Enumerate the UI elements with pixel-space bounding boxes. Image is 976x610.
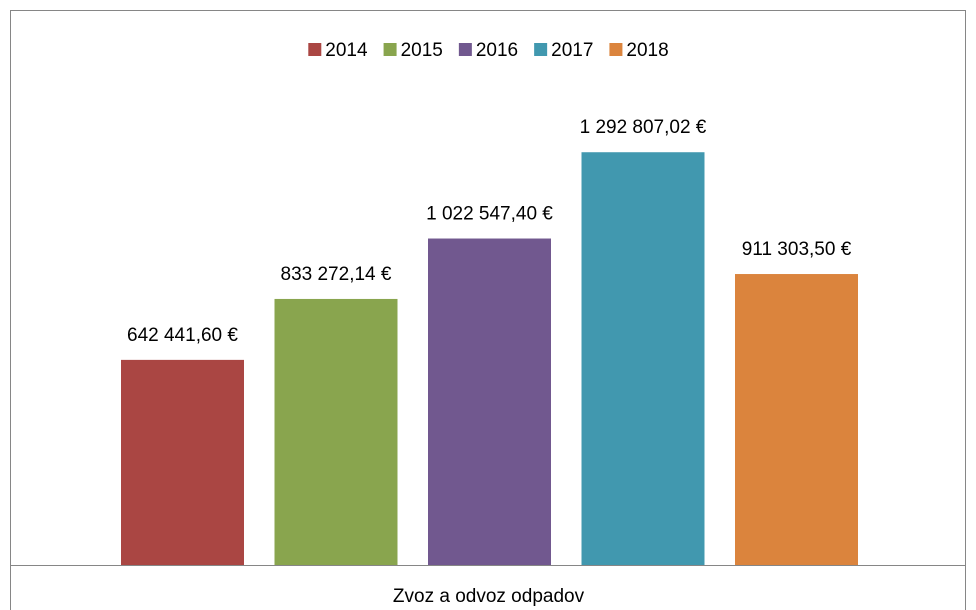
- data-label: 642 441,60 €: [127, 325, 238, 346]
- legend-label: 2018: [626, 40, 668, 61]
- legend-swatch: [308, 43, 322, 56]
- legend-swatch: [609, 43, 623, 56]
- bar: [274, 298, 398, 565]
- legend-label: 2017: [551, 40, 593, 61]
- data-label: 1 292 807,02 €: [580, 117, 707, 138]
- bar: [428, 238, 551, 565]
- legend-swatch: [534, 43, 548, 56]
- legend-swatch: [383, 43, 397, 56]
- bar: [121, 359, 244, 565]
- legend-label: 2015: [401, 40, 443, 61]
- legend-label: 2014: [325, 40, 368, 61]
- x-tick-label: Zvoz a odvoz odpadov: [393, 586, 585, 607]
- legend-label: 2016: [476, 40, 518, 61]
- data-label: 1 022 547,40 €: [426, 204, 553, 225]
- data-label: 911 303,50 €: [742, 239, 852, 260]
- data-label: 833 272,14 €: [281, 264, 392, 285]
- bar: [735, 274, 858, 565]
- legend-swatch: [458, 43, 472, 56]
- bar: [581, 152, 705, 565]
